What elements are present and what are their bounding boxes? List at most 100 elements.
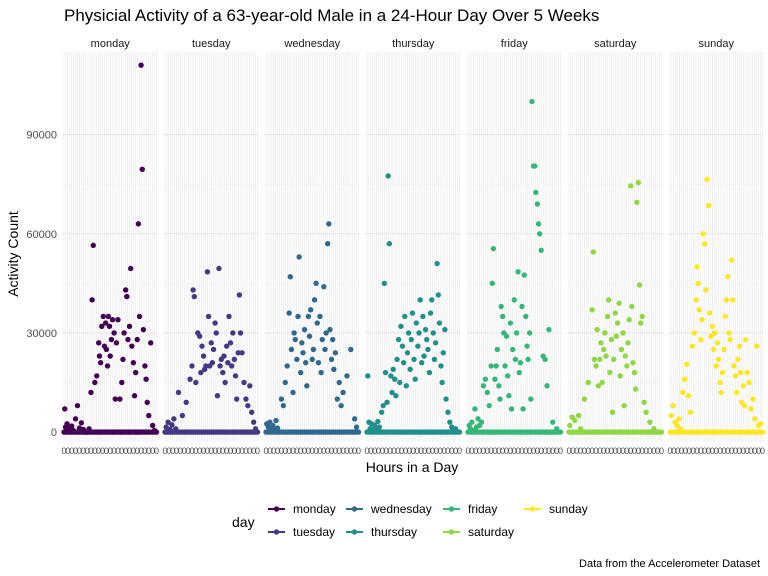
- data-point: [324, 240, 331, 247]
- data-point: [494, 346, 500, 353]
- data-point: [398, 323, 404, 330]
- facet-label: sunday: [699, 38, 735, 50]
- y-tick-label: 60000: [26, 229, 57, 241]
- x-tick-label: 0: [457, 446, 462, 456]
- x-tick-label: 0: [748, 446, 753, 456]
- x-tick-label: 0: [644, 446, 649, 456]
- data-point-baseline: [658, 429, 665, 435]
- data-point: [183, 399, 189, 406]
- data-point: [317, 313, 323, 320]
- data-point: [486, 402, 492, 409]
- data-point: [489, 280, 495, 287]
- data-point: [196, 333, 203, 339]
- data-point: [715, 356, 722, 363]
- x-tick-label: 0: [426, 446, 431, 456]
- data-point: [286, 310, 292, 316]
- data-point: [503, 333, 510, 339]
- legend-label: saturday: [468, 525, 514, 539]
- data-point: [62, 406, 68, 412]
- x-tick-label: 0: [756, 446, 761, 456]
- x-tick-label: 0: [683, 446, 688, 456]
- data-point: [171, 416, 177, 422]
- data-point: [142, 363, 148, 369]
- x-tick-label: 0: [438, 446, 443, 456]
- data-point-baseline: [759, 429, 766, 435]
- x-tick-label: 0: [333, 446, 338, 456]
- x-tick-label: 0: [298, 446, 303, 456]
- data-point: [737, 369, 744, 376]
- data-point: [635, 179, 642, 186]
- x-tick-label: 0: [395, 446, 400, 456]
- x-tick-label: 0: [706, 446, 711, 456]
- data-point: [754, 343, 760, 349]
- data-point: [109, 317, 116, 323]
- x-tick-label: 0: [352, 446, 357, 456]
- x-tick-label: 0: [85, 446, 90, 456]
- data-point: [687, 409, 694, 415]
- data-point: [435, 292, 442, 298]
- x-tick-label: 0: [590, 446, 595, 456]
- x-tick-label: 0: [302, 446, 307, 456]
- x-tick-label: 0: [135, 446, 140, 456]
- data-point: [605, 297, 612, 303]
- data-point: [232, 373, 239, 379]
- x-tick-label: 0: [691, 446, 696, 456]
- data-point: [139, 166, 145, 173]
- data-point: [214, 393, 221, 399]
- data-point: [378, 409, 385, 415]
- data-point: [237, 330, 244, 336]
- data-point: [631, 369, 638, 376]
- data-point: [297, 369, 304, 376]
- data-point: [718, 389, 724, 396]
- data-point: [395, 336, 402, 343]
- data-point: [604, 313, 611, 320]
- x-tick-label: 0: [485, 446, 490, 456]
- data-point: [311, 297, 318, 303]
- x-tick-label: 0: [613, 446, 618, 456]
- data-point: [608, 336, 615, 343]
- data-point: [198, 369, 204, 376]
- data-point: [636, 282, 643, 288]
- facet-label: monday: [91, 38, 131, 50]
- data-point: [323, 330, 329, 336]
- x-tick-label: 0: [271, 446, 276, 456]
- data-point: [100, 313, 107, 320]
- data-point: [331, 366, 337, 372]
- data-point: [723, 297, 729, 303]
- data-point: [740, 383, 746, 389]
- data-point: [603, 353, 609, 359]
- data-point: [726, 330, 732, 336]
- data-point: [589, 307, 595, 313]
- data-point: [637, 320, 644, 326]
- x-tick-label: 0: [356, 446, 361, 456]
- x-tick-label: 0: [659, 446, 664, 456]
- data-point: [200, 353, 207, 359]
- x-tick-label: 0: [698, 446, 703, 456]
- x-tick-label: 0: [554, 446, 559, 456]
- data-point: [64, 421, 70, 427]
- data-point: [314, 320, 320, 326]
- data-point: [72, 416, 79, 422]
- data-point: [212, 320, 218, 326]
- x-tick-label: 0: [694, 446, 699, 456]
- data-point: [386, 240, 393, 247]
- data-point: [249, 409, 255, 415]
- data-point: [507, 320, 514, 326]
- x-tick-label: 0: [65, 446, 70, 456]
- x-tick-label: 0: [718, 446, 723, 456]
- data-point: [469, 419, 475, 425]
- data-point: [431, 356, 438, 363]
- legend-label: thursday: [371, 525, 417, 539]
- data-point: [136, 313, 143, 320]
- data-point: [400, 359, 407, 366]
- data-point: [705, 202, 712, 209]
- x-tick-label: 0: [240, 446, 245, 456]
- legend-entry-wednesday: wednesday: [346, 502, 432, 516]
- data-point: [321, 283, 327, 290]
- data-point: [107, 353, 113, 359]
- x-tick-label: 0: [279, 446, 284, 456]
- data-point: [430, 330, 436, 336]
- data-point: [728, 257, 735, 263]
- data-point: [550, 419, 556, 425]
- facet-panel-friday: friday: [465, 38, 564, 442]
